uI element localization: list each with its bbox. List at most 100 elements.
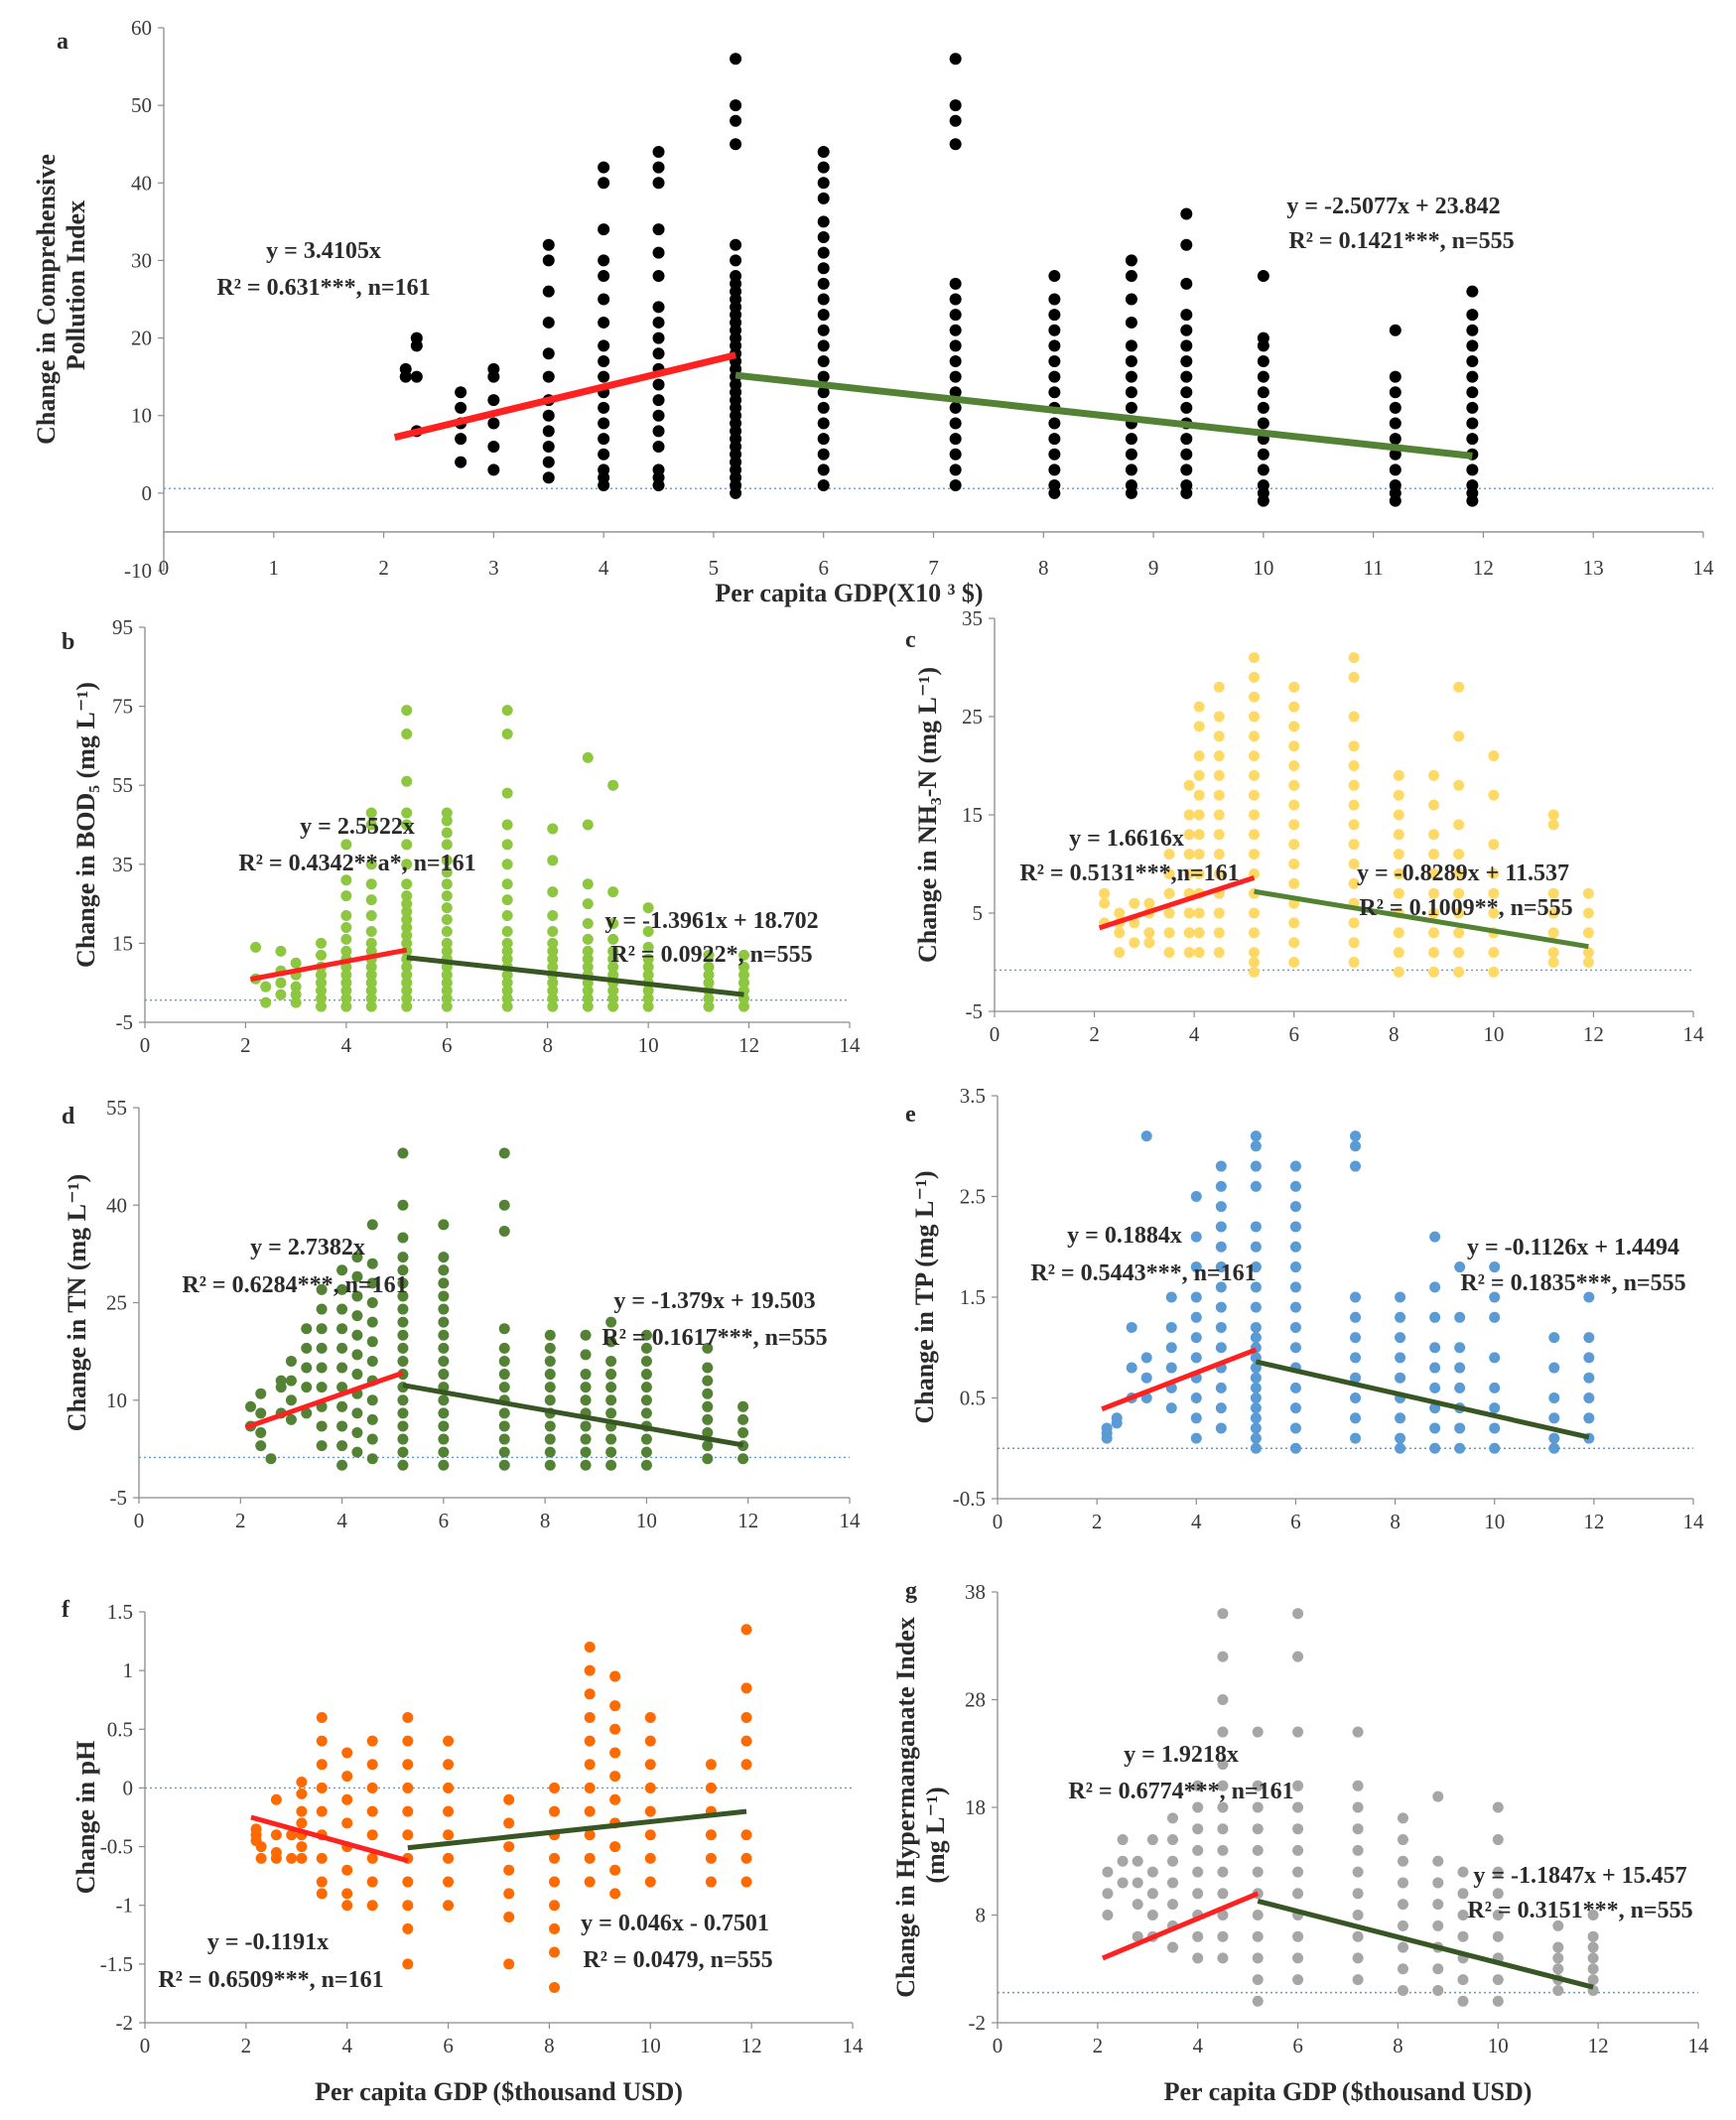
data-point <box>1492 1801 1504 1813</box>
data-point <box>1547 907 1559 919</box>
data-point <box>1125 339 1137 352</box>
data-point <box>1217 1726 1229 1738</box>
x-tick-label: 10 <box>1488 2034 1509 2057</box>
data-point <box>340 910 352 922</box>
data-point <box>547 886 559 898</box>
regression-line-high-gdp <box>1255 1359 1590 1440</box>
data-point <box>1466 386 1479 399</box>
data-point <box>401 906 413 918</box>
data-point <box>366 1355 378 1367</box>
data-point <box>702 1453 714 1465</box>
panel-letter: b <box>62 629 74 655</box>
data-point <box>498 1147 510 1159</box>
data-point <box>1582 947 1594 959</box>
data-point <box>1292 1930 1304 1942</box>
data-point <box>401 819 413 831</box>
data-point <box>584 1876 596 1888</box>
data-point <box>401 807 413 819</box>
data-point <box>1350 1392 1362 1403</box>
data-point <box>1453 730 1465 742</box>
data-point <box>1488 750 1500 762</box>
data-point <box>441 839 453 851</box>
data-point <box>642 953 654 965</box>
data-point <box>1492 1888 1504 1900</box>
data-point <box>1397 1984 1408 1996</box>
data-point <box>1453 849 1465 861</box>
data-point <box>255 1407 267 1419</box>
data-point <box>438 1342 450 1354</box>
data-point <box>296 1852 308 1864</box>
data-point <box>443 1829 455 1841</box>
data-point <box>547 993 559 1004</box>
data-point <box>1146 1888 1158 1900</box>
data-point <box>949 277 962 290</box>
data-point <box>644 1759 656 1771</box>
x-tick-label: 4 <box>341 2034 352 2057</box>
data-point <box>1183 947 1195 959</box>
data-point <box>1288 760 1300 771</box>
data-point <box>336 1362 348 1374</box>
data-point <box>1180 238 1193 251</box>
panel-letter: e <box>905 1102 916 1127</box>
data-point <box>365 985 377 996</box>
data-point <box>340 969 352 981</box>
x-tick-label: 2 <box>1092 1510 1103 1533</box>
data-point <box>544 1342 556 1354</box>
data-point <box>1257 401 1269 414</box>
data-point <box>296 1788 308 1799</box>
data-point <box>316 1420 328 1432</box>
data-point <box>598 355 610 368</box>
data-point <box>402 1805 414 1817</box>
data-point <box>1180 401 1193 414</box>
x-tick-label: 14 <box>840 1033 862 1057</box>
data-point <box>1429 1231 1441 1243</box>
data-point <box>255 1388 267 1399</box>
y-tick-label: 0 <box>123 1776 134 1799</box>
data-point <box>640 1329 652 1341</box>
data-point <box>605 1446 617 1458</box>
regression-line-low-gdp <box>250 947 408 983</box>
data-point <box>275 945 287 957</box>
data-point <box>1213 769 1225 781</box>
regression-r2: R² = 0.0922*, n=555 <box>610 942 812 968</box>
regression-r2: R² = 0.1009**, n=555 <box>1359 895 1572 921</box>
data-point <box>605 1433 617 1445</box>
data-point <box>1548 1432 1560 1444</box>
data-point <box>498 1225 510 1237</box>
data-point <box>316 1342 328 1354</box>
data-point <box>544 1329 556 1341</box>
data-point <box>609 1723 621 1735</box>
data-point <box>1183 927 1195 939</box>
data-point <box>1190 1291 1202 1303</box>
data-point <box>316 1782 328 1793</box>
data-point <box>301 1407 313 1419</box>
data-point <box>1466 355 1479 368</box>
data-point <box>1429 1442 1441 1454</box>
data-point <box>609 1841 621 1853</box>
scatter-series <box>250 1624 752 1994</box>
data-point <box>1587 1941 1599 1953</box>
data-point <box>245 1400 257 1412</box>
x-tick-label: 6 <box>818 556 829 580</box>
data-point <box>1288 937 1300 949</box>
data-point <box>1099 897 1111 909</box>
regression-line-high-gdp <box>402 1383 744 1448</box>
data-point <box>1114 907 1126 919</box>
data-point <box>1215 1261 1227 1273</box>
data-point <box>640 1342 652 1354</box>
data-point <box>1454 1382 1466 1393</box>
data-point <box>351 1310 363 1322</box>
data-point <box>498 1369 510 1381</box>
data-point <box>1489 1352 1501 1364</box>
regression-equation: y = 3.4105x <box>266 238 381 264</box>
data-point <box>301 1323 313 1335</box>
data-point <box>503 1817 515 1829</box>
data-point <box>598 161 610 174</box>
data-point <box>1215 1160 1227 1172</box>
data-point <box>1466 324 1479 336</box>
data-point <box>1132 1930 1143 1942</box>
data-point <box>441 969 453 981</box>
data-point <box>949 401 962 414</box>
data-point <box>316 977 327 989</box>
data-point <box>949 448 962 461</box>
